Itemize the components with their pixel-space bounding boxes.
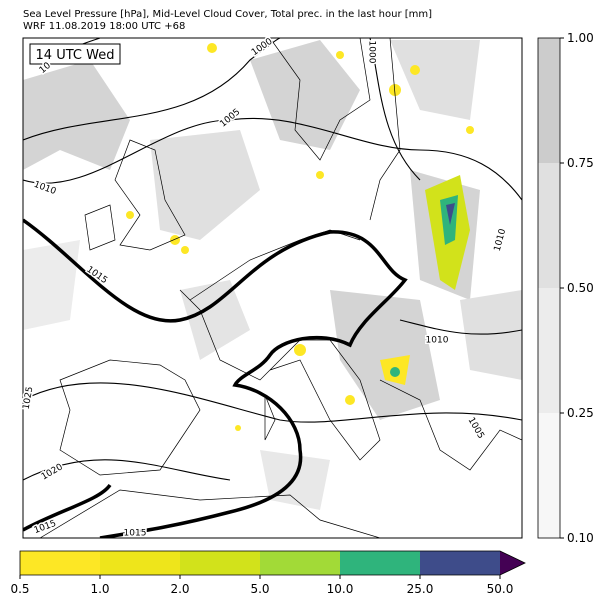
precip-tick-label: 5.0 — [250, 582, 269, 596]
isobar-label: 1015 — [124, 529, 147, 539]
cloud-tick-label: 0.25 — [567, 406, 594, 420]
precip-color-segment — [20, 551, 100, 575]
precip-color-segment — [100, 551, 180, 575]
precip-tick-label: 10.0 — [327, 582, 354, 596]
precip-tick-label: 1.0 — [90, 582, 109, 596]
cloud-tick-label: 1.00 — [567, 31, 594, 45]
precip-tick-label: 50.0 — [487, 582, 514, 596]
cloud-tick-label: 0.75 — [567, 156, 594, 170]
cloud-colorbar: 0.10 0.25 0.50 0.75 1.00 — [537, 31, 594, 545]
precip-tick-label: 25.0 — [407, 582, 434, 596]
map-area — [23, 38, 522, 538]
precip-tick-label: 0.5 — [10, 582, 29, 596]
precip-color-segment — [260, 551, 340, 575]
cloud-color-segment — [538, 288, 560, 413]
isobar-1015 — [23, 218, 408, 538]
map-frame — [22, 37, 523, 539]
isobars — [23, 38, 522, 481]
precip-colorbar-frame — [19, 550, 526, 576]
cloud-color-segment — [538, 163, 560, 288]
precip-color-segment — [420, 551, 500, 575]
isobar-label: 1010 — [426, 336, 449, 346]
precip-color-segment — [180, 551, 260, 575]
title-line-2: WRF 11.08.2019 18:00 UTC +68 — [23, 21, 185, 32]
precipitation — [126, 43, 474, 431]
precip-tick-label: 2.0 — [170, 582, 189, 596]
precip-extend — [500, 551, 525, 575]
cloud-tick-label: 0.10 — [567, 531, 594, 545]
cloud-tick-label: 0.50 — [567, 281, 594, 295]
time-label: 14 UTC Wed — [36, 48, 115, 63]
cloud-color-segment — [538, 38, 560, 163]
time-box — [29, 43, 121, 65]
precip-colorbar: 0.5 1.0 2.0 5.0 10.0 25.0 50.0 — [10, 550, 526, 596]
precip-color-segment — [340, 551, 420, 575]
isobar-label: 1000 — [367, 41, 377, 64]
cloud-color-segment — [538, 413, 560, 538]
title-line-1: Sea Level Pressure [hPa], Mid-Level Clou… — [23, 9, 432, 20]
